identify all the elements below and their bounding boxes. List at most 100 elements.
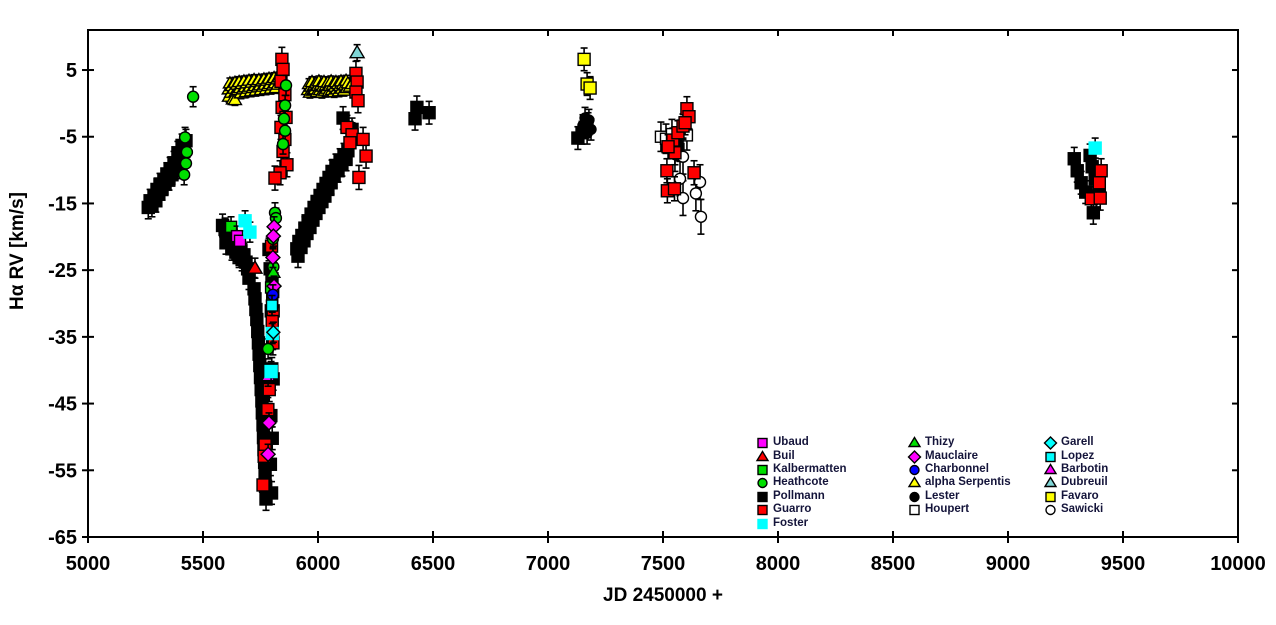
series-favaro [577,47,597,101]
data-point-guarro [268,171,282,185]
legend-label: Guarro [773,503,812,516]
data-point-guarro [343,136,357,150]
legend-item-mauclaire: Mauclaire [907,449,1011,464]
data-point-guarro [1093,191,1107,205]
legend-label: Favaro [1061,489,1099,502]
data-point-heathcote [186,90,200,103]
data-point-guarro [660,164,674,178]
y-tick-label--25: -25 [48,260,77,282]
data-point-lester [581,127,593,140]
data-point-pollmann [250,312,264,327]
legend-label: Sawicki [1061,503,1104,516]
y-tick-label--45: -45 [48,394,77,416]
data-point-lester [583,114,595,126]
legend-label: Heathcote [773,476,829,489]
data-point-heathcote [278,124,292,137]
legend-item-pollmann: Pollmann [756,490,847,503]
legend-item-guarro: Guarro [756,503,847,516]
legend-item-barbotin: Barbotin [1043,463,1108,476]
data-point-pollmann [253,358,267,373]
data-point-heathcote [278,99,292,112]
data-point-guarro [262,382,276,397]
data-point-pollmann [408,112,422,126]
guarro-marker-icon [757,504,768,516]
data-point-guarro [356,132,370,147]
data-point-heathcote [180,145,194,159]
x-tick-label-6500: 6500 [411,553,456,575]
series-foster [238,137,1102,383]
x-axis-title: JD 2450000 + [603,585,723,606]
data-point-guarro [687,166,701,180]
sawicki-marker-icon [1045,504,1056,516]
data-point-mauclaire [260,446,277,463]
data-point-guarro [256,478,270,492]
legend-label: Buil [773,449,795,462]
legend-label: Charbonnel [925,462,989,475]
data-point-heathcote [179,157,193,170]
data-point-pollmann [1067,152,1081,166]
legend-item-buil: Buil [755,449,847,462]
legend-item-favaro: Favaro [1044,490,1108,503]
data-point-favaro [583,81,597,95]
legend-label: Houpert [925,503,970,516]
data-point-sawicki [689,187,703,200]
series-lester [577,106,597,145]
legend-label: Pollmann [773,489,825,502]
series-ubaud [230,225,247,252]
x-tick-label-8000: 8000 [756,553,801,575]
data-point-heathcote [177,168,191,181]
data-point-guarro [359,149,373,163]
y-tick-label--35: -35 [48,327,77,349]
legend-item-kalbermatten: Kalbermatten [756,463,847,476]
buil-marker-icon [755,449,770,461]
axis-ticks: 5000 5500 6000 6500 7000 7500 8000 8500 9000 9500… [48,30,1266,575]
data-point-heathcote [178,131,192,144]
data-point-guarro [667,182,682,196]
legend-item-lopez: Lopez [1044,449,1108,462]
data-point-foster [1088,141,1102,155]
barbotin-marker-icon [1043,463,1058,475]
data-point-heathcote [276,137,290,151]
legend-label: alpha Serpentis [925,476,1011,489]
legend-item-alpha-serpentis: alpha Serpentis [907,476,1011,489]
data-point-heathcote [279,79,293,92]
data-point-lopez [265,299,279,312]
ubaud-marker-icon [757,437,768,449]
data-point-garell [265,324,281,340]
thizy-marker-icon [907,436,922,448]
data-point-guarro [351,94,365,108]
series-buil [246,257,264,279]
pollmann-marker-icon [757,491,768,502]
x-tick-label-8500: 8500 [871,553,916,575]
legend-item-foster: Foster [756,516,847,529]
legend-label: Lopez [1061,449,1095,462]
x-tick-label-9500: 9500 [1101,553,1146,575]
data-point-guarro [1092,176,1107,190]
charbonnel-marker-icon [909,464,920,476]
houpert-marker-icon [909,504,920,516]
data-point-guarro [661,140,675,154]
legend-column-3: Garell Lopez Barbotin Dubreuil Favaro Sawicki [1043,436,1108,516]
x-tick-label-10000: 10000 [1210,553,1266,575]
legend-item-dubreuil: Dubreuil [1043,476,1108,489]
foster-marker-icon [757,518,768,529]
data-point-favaro [577,52,591,67]
series-garell [265,321,281,344]
lopez-marker-icon [1045,451,1056,462]
legend-item-garell: Garell [1043,436,1108,451]
legend-item-sawicki: Sawicki [1044,503,1108,516]
data-point-foster [243,225,257,239]
legend-label: Mauclaire [925,449,979,462]
data-point-mauclaire [264,249,281,266]
y-tick-label--5: -5 [59,127,77,149]
legend-label: Lester [925,489,960,502]
legend-label: Garell [1061,436,1094,449]
data-point-guarro [261,402,275,417]
legend-label: Dubreuil [1061,476,1108,489]
legend-label: Kalbermatten [773,462,847,475]
data-point-heathcote [277,112,291,125]
legend-item-heathcote: Heathcote [756,476,847,489]
data-point-heathcote [261,342,275,356]
data-point-mauclaire [265,228,282,245]
data-point-pollmann [410,100,424,115]
